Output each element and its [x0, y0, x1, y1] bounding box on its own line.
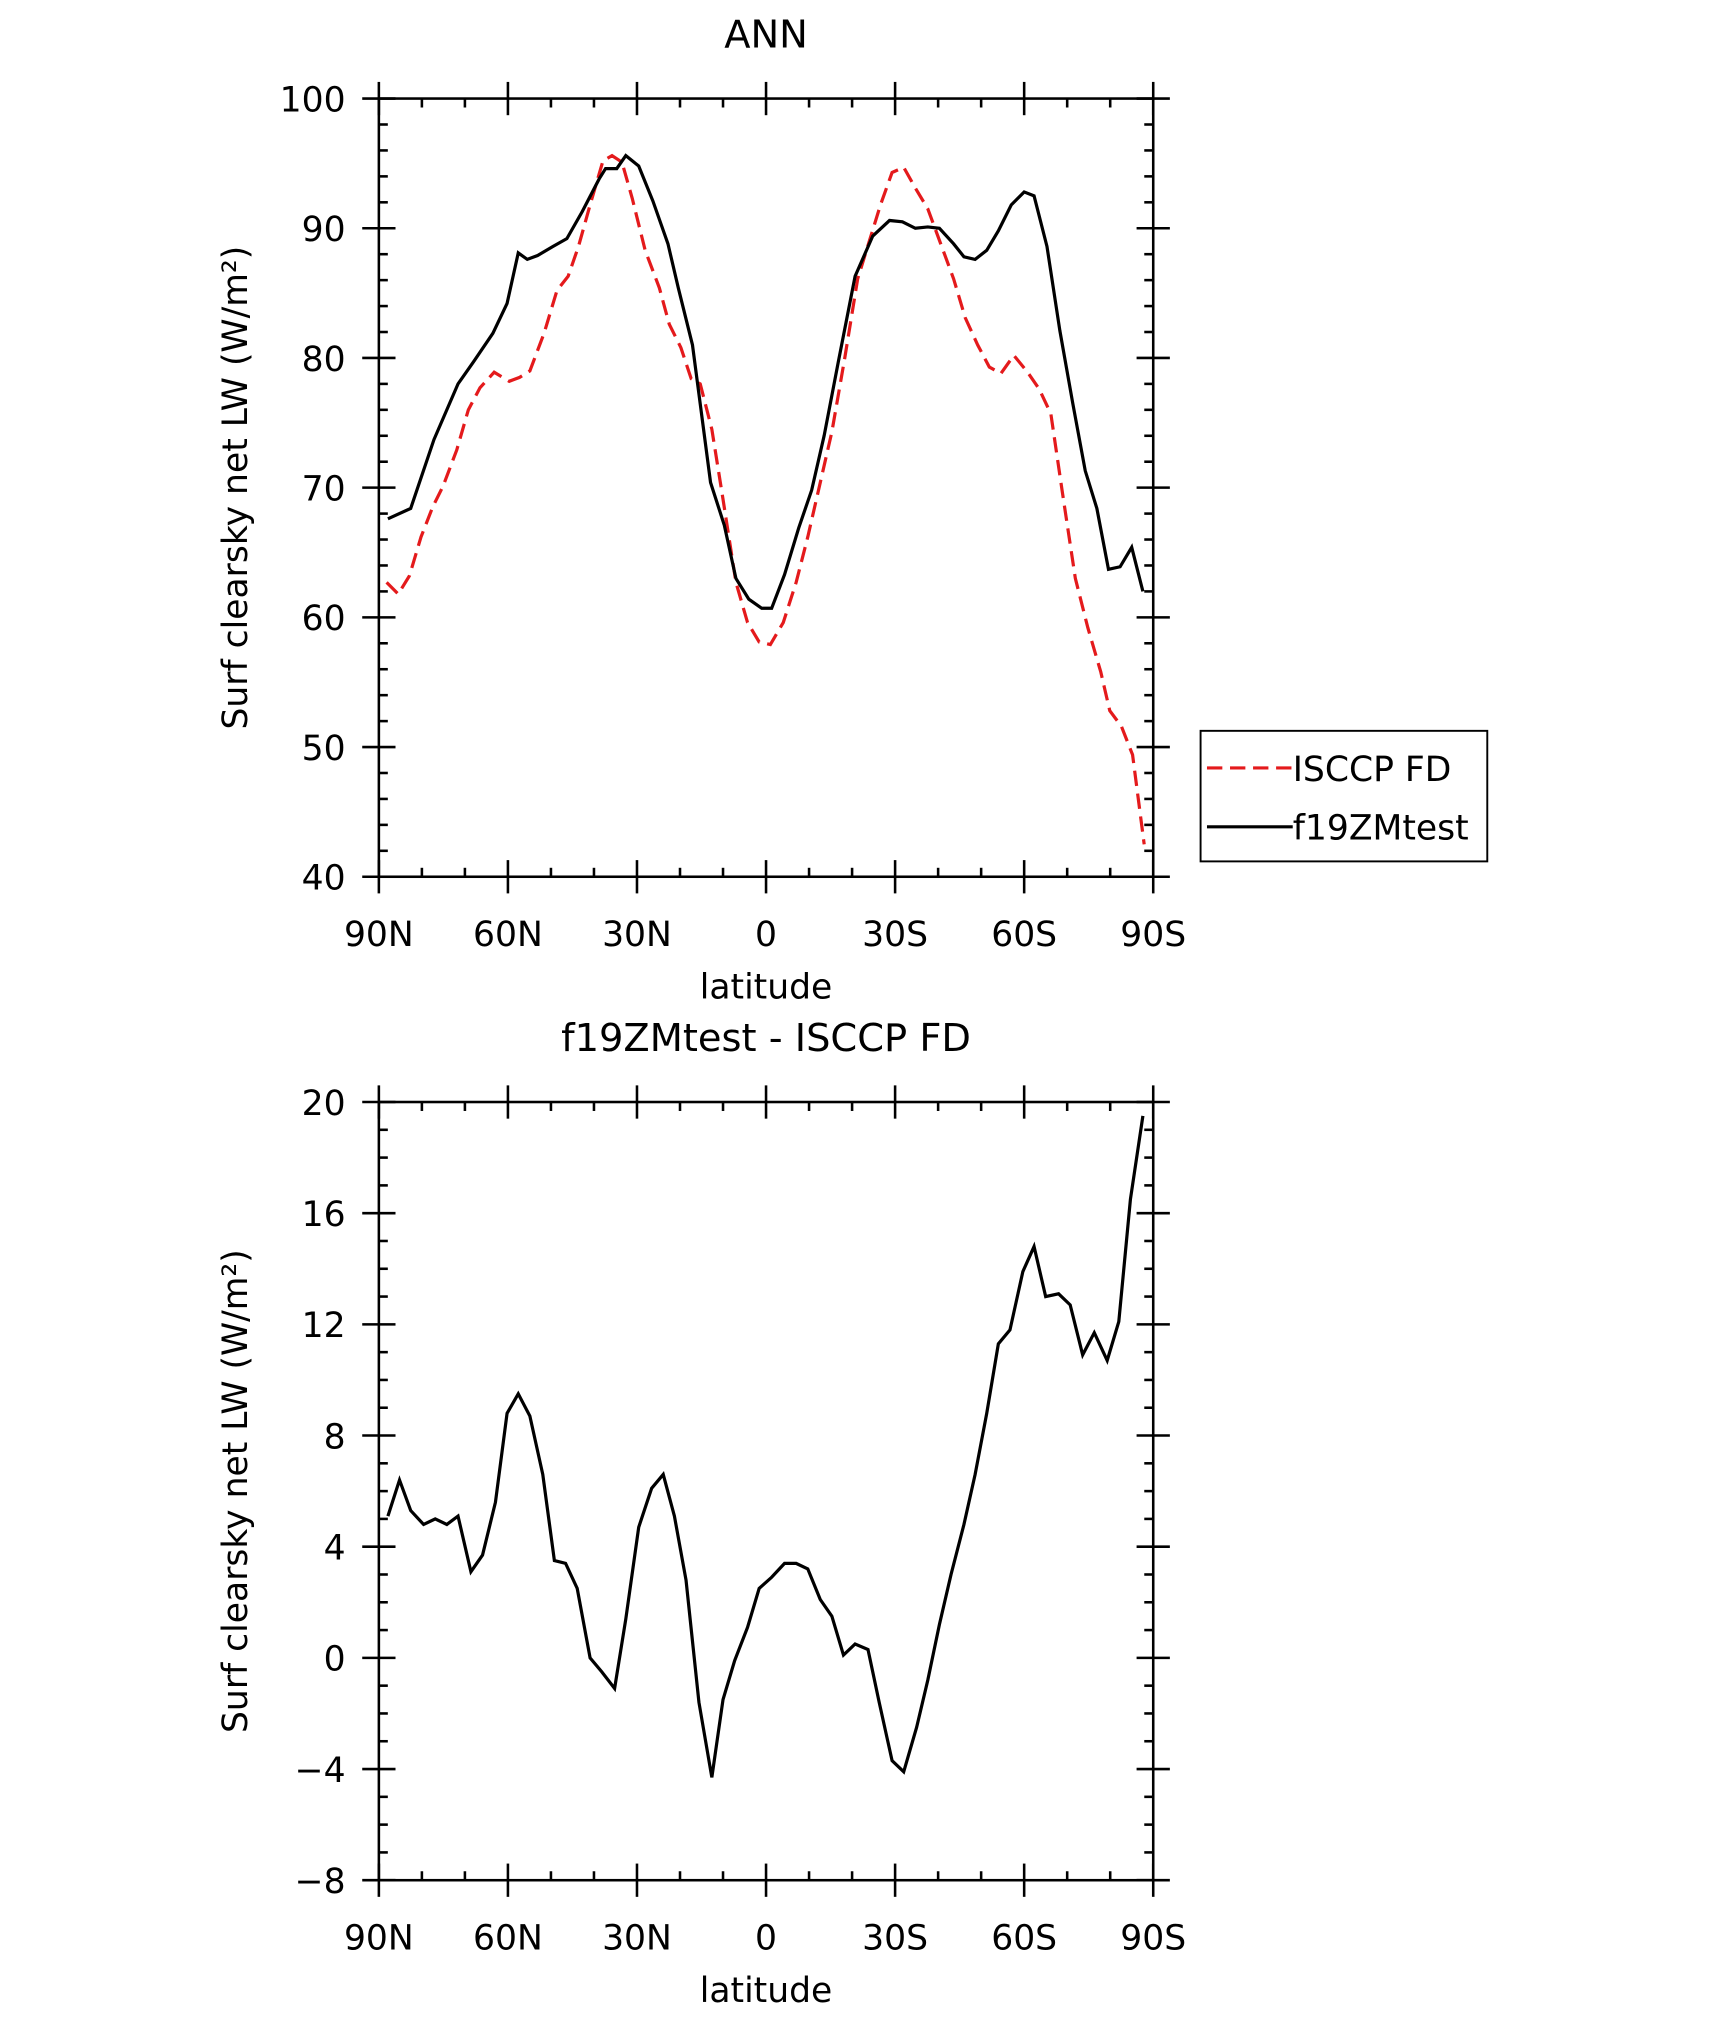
x-tick-label: 60N: [473, 915, 543, 955]
x-axis-label: latitude: [700, 967, 833, 1007]
y-tick-label: 90: [302, 210, 346, 250]
chart-title: ANN: [724, 12, 808, 57]
x-tick-label: 30S: [862, 1918, 928, 1958]
y-axis-label: Surf clearsky net LW (W/m²): [216, 246, 256, 730]
legend-box: [1199, 729, 1489, 863]
y-tick-label: 0: [324, 1640, 346, 1680]
x-tick-label: 30S: [862, 915, 928, 955]
x-tick-label: 60S: [991, 915, 1057, 955]
x-tick-label: 90S: [1120, 1918, 1186, 1958]
y-tick-label: 60: [302, 599, 346, 639]
y-tick-label: 12: [302, 1306, 346, 1346]
legend-label: ISCCP FD: [1293, 750, 1452, 790]
x-tick-label: 60S: [991, 1918, 1057, 1958]
legend-label: f19ZMtest: [1293, 809, 1469, 849]
y-tick-label: 80: [302, 340, 346, 380]
data-line: [385, 153, 1146, 845]
y-tick-label: −4: [295, 1751, 346, 1791]
data-line: [387, 153, 1145, 610]
chart-title: f19ZMtest - ISCCP FD: [561, 1016, 971, 1061]
y-tick-label: 16: [302, 1195, 346, 1235]
x-tick-label: 30N: [602, 1918, 672, 1958]
y-tick-label: 70: [302, 469, 346, 509]
x-tick-label: 90N: [344, 915, 414, 955]
y-tick-label: 4: [324, 1528, 346, 1568]
x-tick-label: 30N: [602, 915, 672, 955]
y-tick-label: 20: [302, 1084, 346, 1124]
x-tick-label: 60N: [473, 1918, 543, 1958]
y-tick-label: 100: [280, 80, 346, 120]
x-tick-label: 0: [755, 915, 777, 955]
plot-frame: [377, 1100, 1155, 1882]
x-tick-label: 90S: [1120, 915, 1186, 955]
data-line: [386, 1115, 1145, 1778]
x-tick-label: 0: [755, 1918, 777, 1958]
y-tick-label: −8: [295, 1862, 346, 1902]
y-axis-label: Surf clearsky net LW (W/m²): [216, 1249, 256, 1733]
x-tick-label: 90N: [344, 1918, 414, 1958]
y-tick-label: 50: [302, 729, 346, 769]
plot-frame: [377, 97, 1155, 879]
y-tick-label: 8: [324, 1417, 346, 1457]
legend: ISCCP FD f19ZMtest: [1199, 729, 1489, 863]
x-axis-label: latitude: [700, 1971, 833, 2011]
y-tick-label: 40: [302, 859, 346, 899]
